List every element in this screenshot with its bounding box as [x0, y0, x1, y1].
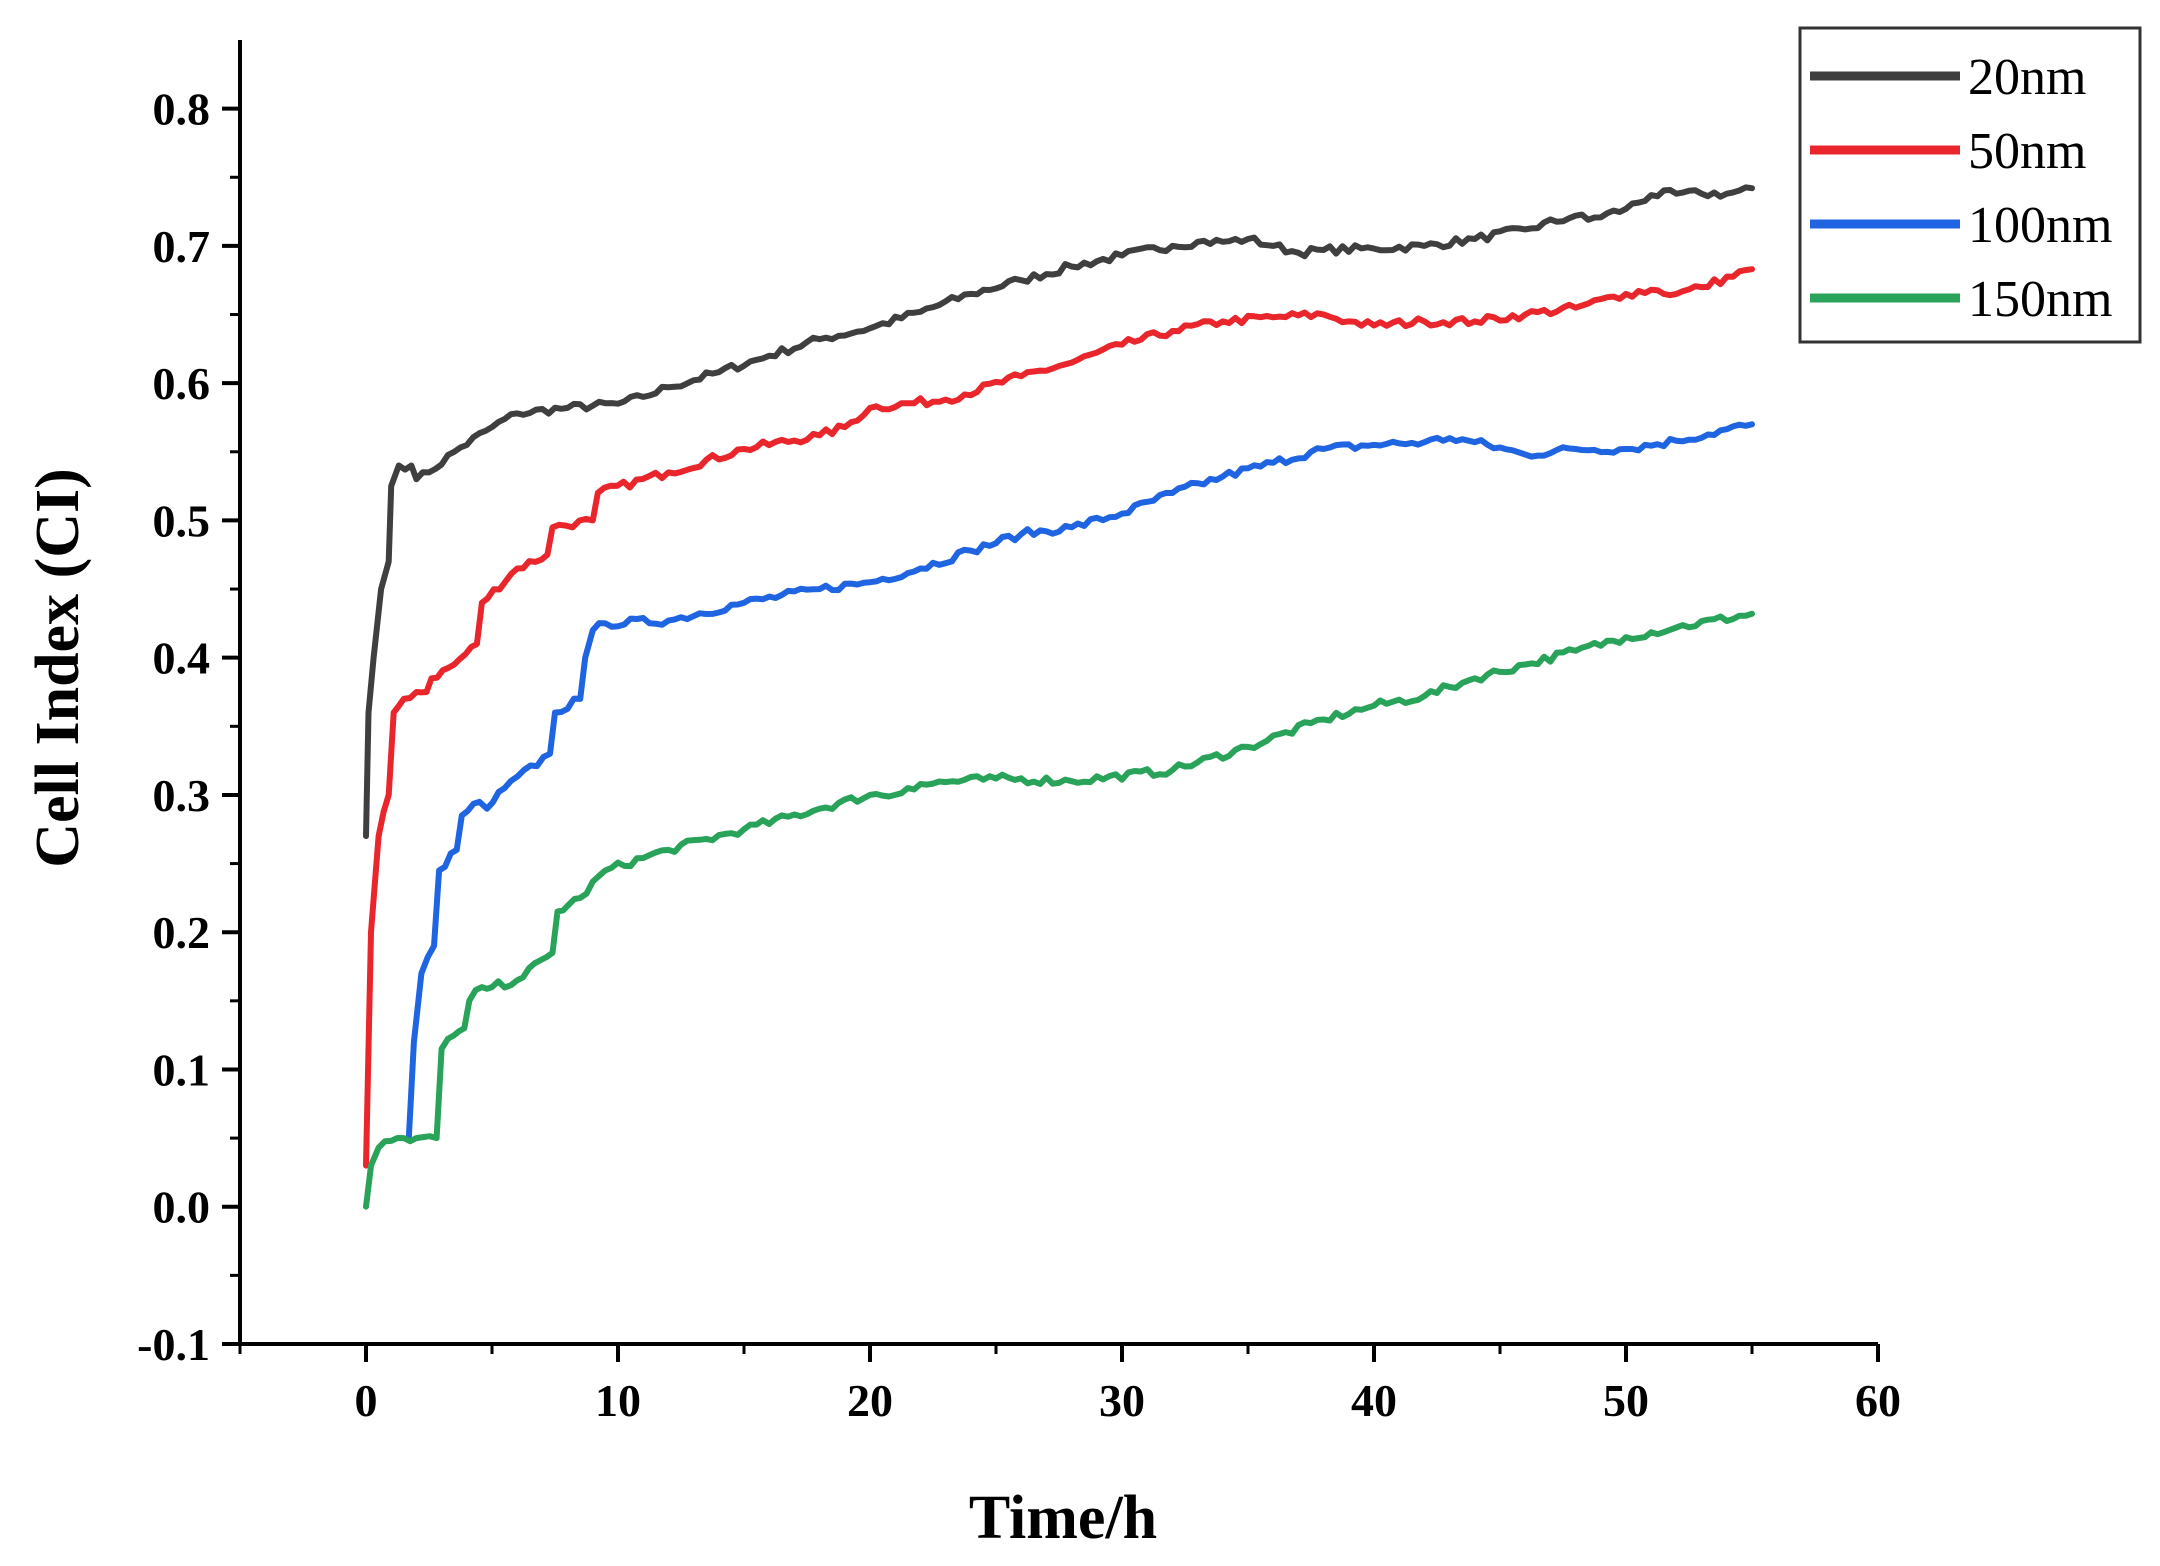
legend-label: 150nm: [1968, 271, 2112, 328]
series: [363, 184, 1755, 1210]
x-tick-label: 60: [1855, 1375, 1901, 1426]
series-line-150nm: [363, 610, 1755, 1210]
legend-label: 20nm: [1968, 49, 2086, 106]
x-tick-label: 30: [1099, 1375, 1145, 1426]
axes: [238, 40, 1878, 1346]
series-line-100nm: [405, 421, 1755, 1142]
y-axis-title: Cell Index (CI): [24, 468, 92, 868]
x-tick-label: 20: [847, 1375, 893, 1426]
y-tick-label: 0.1: [153, 1044, 211, 1095]
x-tick-label: 0: [355, 1375, 378, 1426]
y-tick-label: 0.3: [153, 770, 211, 821]
series-line-20nm: [363, 184, 1755, 840]
series-line-50nm: [363, 266, 1755, 1169]
y-tick-label: 0.0: [153, 1182, 211, 1233]
legend-label: 50nm: [1968, 123, 2086, 180]
x-axis-title: Time/h: [969, 1484, 1157, 1552]
y-tick-label: 0.7: [153, 221, 211, 272]
x-tick-label: 40: [1351, 1375, 1397, 1426]
x-tick-label: 10: [595, 1375, 641, 1426]
y-tick-label: 0.5: [153, 495, 211, 546]
legend-label: 100nm: [1968, 197, 2112, 254]
y-tick-label: 0.2: [153, 907, 211, 958]
y-tick-label: 0.8: [153, 84, 211, 135]
legend: 20nm 50nm 100nm 150nm: [1798, 26, 2142, 344]
y-tick-label: -0.1: [137, 1319, 210, 1370]
ticks: -0.1 0.0 0.1 0.2 0.3 0.4 0.5 0.6 0.7 0.8 0 10 20 30 40…: [137, 84, 1901, 1426]
x-tick-label: 50: [1603, 1375, 1649, 1426]
y-tick-label: 0.4: [153, 633, 211, 684]
y-tick-label: 0.6: [153, 358, 211, 409]
